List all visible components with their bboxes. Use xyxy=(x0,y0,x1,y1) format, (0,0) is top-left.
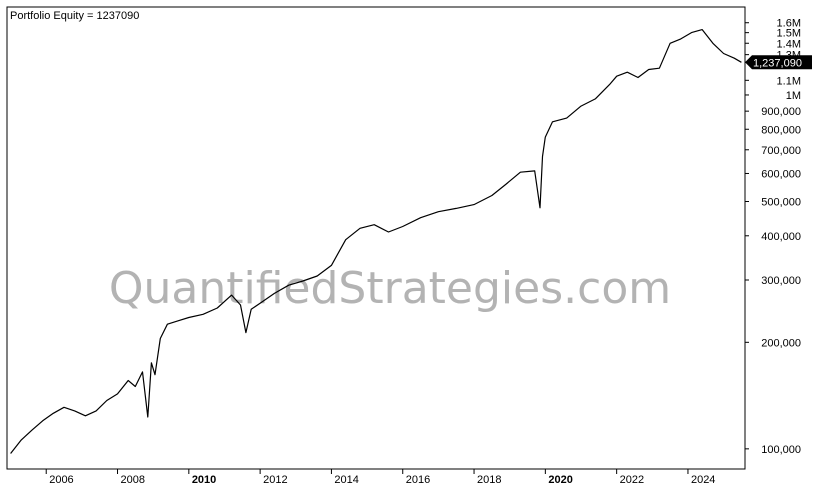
equity-line xyxy=(10,29,742,454)
x-tick-label: 2020 xyxy=(548,474,572,486)
y-tick-label: 600,000 xyxy=(761,168,801,180)
x-tick-label: 2008 xyxy=(121,474,145,486)
y-axis: 100,000 200,000 300,000 400,000 500,000 600,0… xyxy=(745,18,801,456)
y-tick-label: 1.4M xyxy=(777,38,801,50)
watermark-text: QuantifiedStrategies.com xyxy=(109,263,671,314)
y-tick-label: 900,000 xyxy=(761,106,801,118)
x-tick-label: 2010 xyxy=(192,474,216,486)
last-value-label: 1,237,090 xyxy=(753,57,802,69)
x-tick-label: 2022 xyxy=(620,474,644,486)
x-axis: 2006 2008 2010 2012 2014 2016 2018 2020 2022 2024 xyxy=(45,469,715,486)
y-tick-label: 300,000 xyxy=(761,275,801,287)
chart-title: Portfolio Equity = 1237090 xyxy=(10,10,139,22)
y-tick-label: 200,000 xyxy=(761,337,801,349)
y-tick-label: 1.6M xyxy=(777,18,801,30)
y-tick-label: 700,000 xyxy=(761,145,801,157)
y-tick-label: 1M xyxy=(786,90,801,102)
y-tick-label: 1.5M xyxy=(777,28,801,40)
x-tick-label: 2006 xyxy=(49,474,73,486)
plot-area xyxy=(6,6,746,470)
last-value-marker: 1,237,090 xyxy=(745,55,812,70)
y-tick-label: 500,000 xyxy=(761,196,801,208)
last-value-badge xyxy=(745,55,812,70)
y-tick-label: 100,000 xyxy=(761,444,801,456)
x-tick-label: 2014 xyxy=(334,474,358,486)
x-tick-label: 2012 xyxy=(263,474,287,486)
series-layer xyxy=(10,29,742,454)
y-tick-label: 800,000 xyxy=(761,124,801,136)
x-tick-label: 2016 xyxy=(406,474,430,486)
x-tick-label: 2018 xyxy=(477,474,501,486)
y-tick-label: 400,000 xyxy=(761,231,801,243)
x-tick-label: 2024 xyxy=(691,474,715,486)
y-tick-label: 1.1M xyxy=(777,75,801,87)
